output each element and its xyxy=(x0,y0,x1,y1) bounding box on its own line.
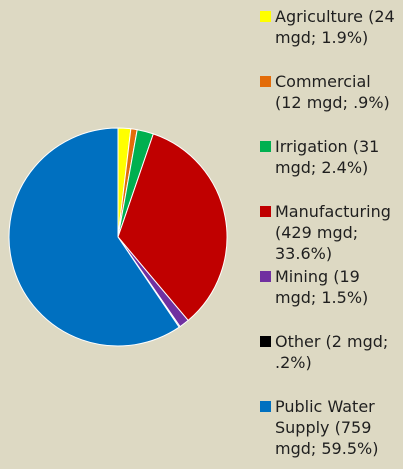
legend-entry-mining: Mining (19 mgd; 1.5%) xyxy=(260,266,400,308)
pie-slice-public-water-supply xyxy=(8,127,180,347)
legend-swatch-other xyxy=(260,336,271,347)
legend-label-mining: Mining (19 mgd; 1.5%) xyxy=(275,267,369,307)
legend-entry-public-water-supply: Public Water Supply (759 mgd; 59.5%) xyxy=(260,396,400,459)
legend-label-agriculture: Agriculture (24 mgd; 1.9%) xyxy=(275,7,395,47)
pie-slices xyxy=(8,127,228,347)
legend-label-public-water-supply: Public Water Supply (759 mgd; 59.5%) xyxy=(275,397,379,458)
legend-label-irrigation: Irrigation (31 mgd; 2.4%) xyxy=(275,137,380,177)
legend-label-manufacturing: Manufacturing (429 mgd; 33.6%) xyxy=(275,202,391,263)
legend-swatch-manufacturing xyxy=(260,206,271,217)
pie-slice-manufacturing xyxy=(117,133,228,322)
legend-swatch-irrigation xyxy=(260,141,271,152)
legend-label-commercial: Commercial (12 mgd; .9%) xyxy=(275,72,390,112)
legend-swatch-public-water-supply xyxy=(260,401,271,412)
legend-entry-commercial: Commercial (12 mgd; .9%) xyxy=(260,71,400,113)
legend-label-other: Other (2 mgd; .2%) xyxy=(275,332,389,372)
legend-entry-agriculture: Agriculture (24 mgd; 1.9%) xyxy=(260,6,400,48)
legend-swatch-agriculture xyxy=(260,11,271,22)
legend-entry-manufacturing: Manufacturing (429 mgd; 33.6%) xyxy=(260,201,400,264)
legend-entry-other: Other (2 mgd; .2%) xyxy=(260,331,400,373)
legend-entry-irrigation: Irrigation (31 mgd; 2.4%) xyxy=(260,136,400,178)
legend-swatch-commercial xyxy=(260,76,271,87)
legend-swatch-mining xyxy=(260,271,271,282)
